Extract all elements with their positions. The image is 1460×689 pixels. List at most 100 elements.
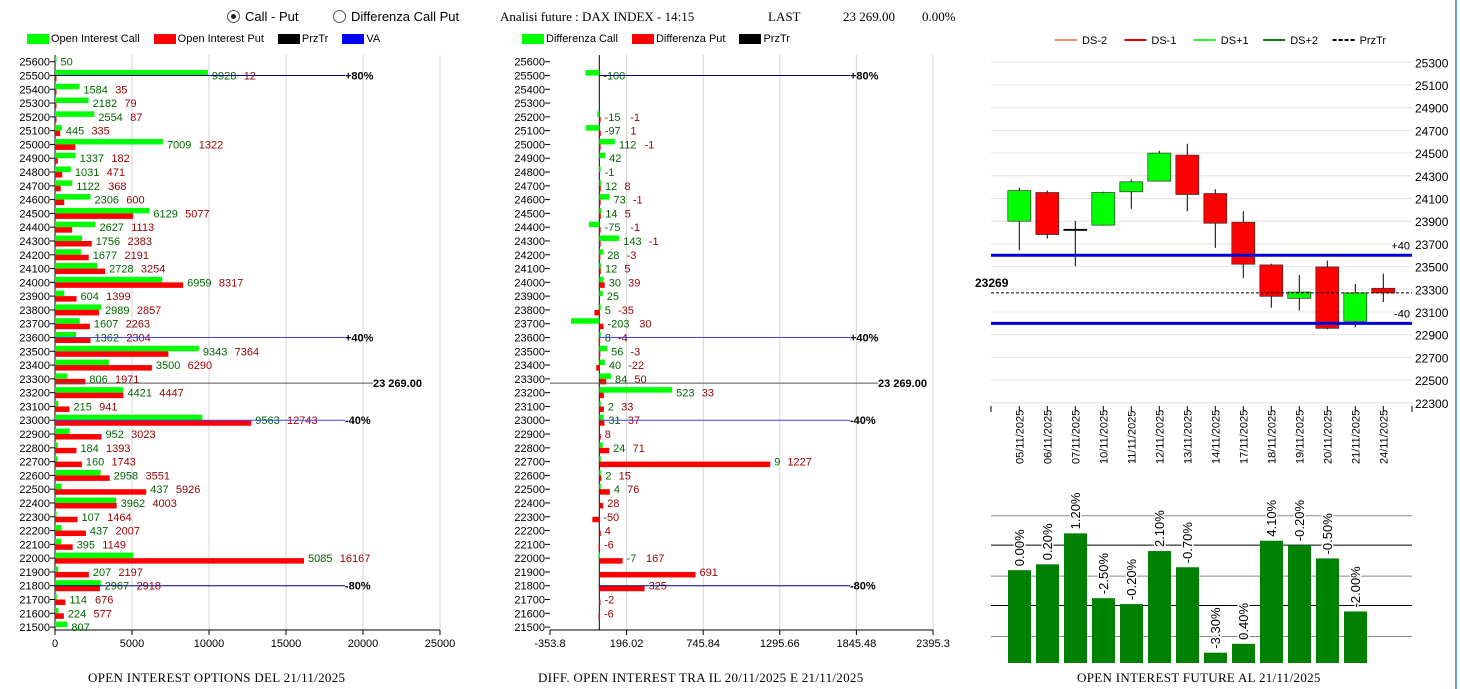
va-band-label: +40 xyxy=(1391,240,1410,252)
bar-value-label: 7009 xyxy=(167,139,191,151)
call-bar xyxy=(55,332,76,338)
strike-label: 22500 xyxy=(514,484,545,496)
x-tick-label: 2395.3 xyxy=(916,638,950,650)
date-label: 24/11/2025 xyxy=(1378,410,1390,464)
bar-change-label: -0.70% xyxy=(1180,522,1195,564)
bar-value-label: 15 xyxy=(619,470,631,482)
future-oi-bar xyxy=(1176,567,1199,663)
put-bar xyxy=(598,337,601,343)
legend-swatch xyxy=(522,34,544,44)
call-bar xyxy=(55,552,134,559)
change-value: 0.00% xyxy=(922,9,956,24)
strike-label: 24300 xyxy=(514,236,545,248)
date-label: 06/11/2025 xyxy=(1042,410,1054,464)
strike-label: 24200 xyxy=(19,250,50,262)
bar-value-label: 30 xyxy=(639,319,651,331)
strike-label: 21600 xyxy=(19,608,50,620)
call-bar xyxy=(55,345,199,352)
strike-label: 24300 xyxy=(19,236,50,248)
bar-value-label: 471 xyxy=(107,167,125,179)
bar-value-label: 207 xyxy=(93,567,111,579)
call-bar xyxy=(55,180,73,186)
call-bar xyxy=(55,566,59,572)
przTr-label: 23 269.00 xyxy=(373,378,422,390)
bar-change-label: -2.00% xyxy=(1348,566,1363,608)
candle-body xyxy=(1203,193,1228,224)
strike-label: 23800 xyxy=(19,305,50,317)
bar-value-label: 806 xyxy=(89,374,107,386)
reference-label: -80% xyxy=(850,581,876,593)
bar-value-label: 40 xyxy=(609,360,621,372)
call-bar xyxy=(55,263,98,269)
bar-value-label: 604 xyxy=(81,291,99,303)
bar-value-label: 437 xyxy=(150,484,168,496)
strike-label: 25400 xyxy=(19,84,50,96)
put-bar xyxy=(55,378,86,385)
x-tick-label: 1295.66 xyxy=(760,638,800,650)
strike-label: 24900 xyxy=(514,153,545,165)
bar-value-label: 12 xyxy=(605,264,617,276)
put-bar xyxy=(599,571,696,578)
bar-value-label: 2989 xyxy=(105,305,129,317)
put-bar xyxy=(598,254,601,261)
bar-value-label: -1 xyxy=(630,222,640,234)
strike-label: 25100 xyxy=(514,126,545,138)
left-chart-title: OPEN INTEREST OPTIONS DEL 21/11/2025 xyxy=(88,670,346,685)
bar-value-label: 600 xyxy=(126,195,144,207)
bar-value-label: -100 xyxy=(603,70,625,82)
strike-label: 22400 xyxy=(19,498,50,510)
radio-call-put[interactable]: Call - Put xyxy=(227,9,298,24)
call-bar xyxy=(599,456,601,462)
bar-value-label: 76 xyxy=(627,484,639,496)
bar-value-label: 2197 xyxy=(118,567,142,579)
bar-value-label: 8 xyxy=(624,181,630,193)
y-tick-label: 23300 xyxy=(1415,283,1449,297)
put-bar xyxy=(55,475,110,481)
bar-value-label: 3551 xyxy=(145,470,169,482)
strike-label: 21700 xyxy=(19,595,50,607)
legend-label: Differenza Call xyxy=(546,33,618,45)
y-tick-label: 22900 xyxy=(1415,329,1449,343)
bar-value-label: 215 xyxy=(73,401,91,413)
bar-value-label: 1971 xyxy=(115,374,139,386)
put-bar xyxy=(55,254,89,261)
strike-label: 24500 xyxy=(19,208,50,220)
call-bar xyxy=(599,345,608,352)
bar-value-label: 14 xyxy=(605,208,617,220)
bar-value-label: 42 xyxy=(609,153,621,165)
put-bar xyxy=(599,599,601,606)
call-bar xyxy=(55,456,58,462)
bar-value-label: 1337 xyxy=(80,153,104,165)
y-tick-label: 23500 xyxy=(1415,261,1449,275)
call-bar xyxy=(599,290,603,297)
bar-value-label: 691 xyxy=(700,567,718,579)
call-bar xyxy=(55,111,95,117)
put-bar xyxy=(599,530,601,537)
put-bar xyxy=(599,447,610,454)
candle-body xyxy=(1371,287,1396,294)
candle-body xyxy=(1175,154,1200,195)
y-tick-label: 22500 xyxy=(1415,374,1449,388)
strike-label: 22900 xyxy=(514,429,545,441)
strike-label: 22500 xyxy=(19,484,50,496)
call-bar xyxy=(55,152,76,159)
strike-label: 22400 xyxy=(514,498,545,510)
bar-value-label: -15 xyxy=(605,112,621,124)
future-oi-bar xyxy=(1344,611,1367,663)
strike-label: 24000 xyxy=(19,277,50,289)
bar-value-label: 16167 xyxy=(340,553,371,565)
bar-value-label: -2 xyxy=(605,595,615,607)
call-bar xyxy=(55,414,203,421)
bar-value-label: 2007 xyxy=(116,526,140,538)
call-bar xyxy=(55,387,124,393)
date-label: 14/11/2025 xyxy=(1210,410,1222,464)
strike-label: 24900 xyxy=(19,153,50,165)
radio-differenza-call-put[interactable]: Differenza Call Put xyxy=(333,9,459,24)
date-label: 07/11/2025 xyxy=(1070,410,1082,464)
put-bar xyxy=(55,420,252,426)
bar-value-label: 368 xyxy=(108,181,126,193)
call-bar xyxy=(599,359,605,366)
legend-label: VA xyxy=(366,33,381,45)
strike-label: 25500 xyxy=(19,70,50,82)
